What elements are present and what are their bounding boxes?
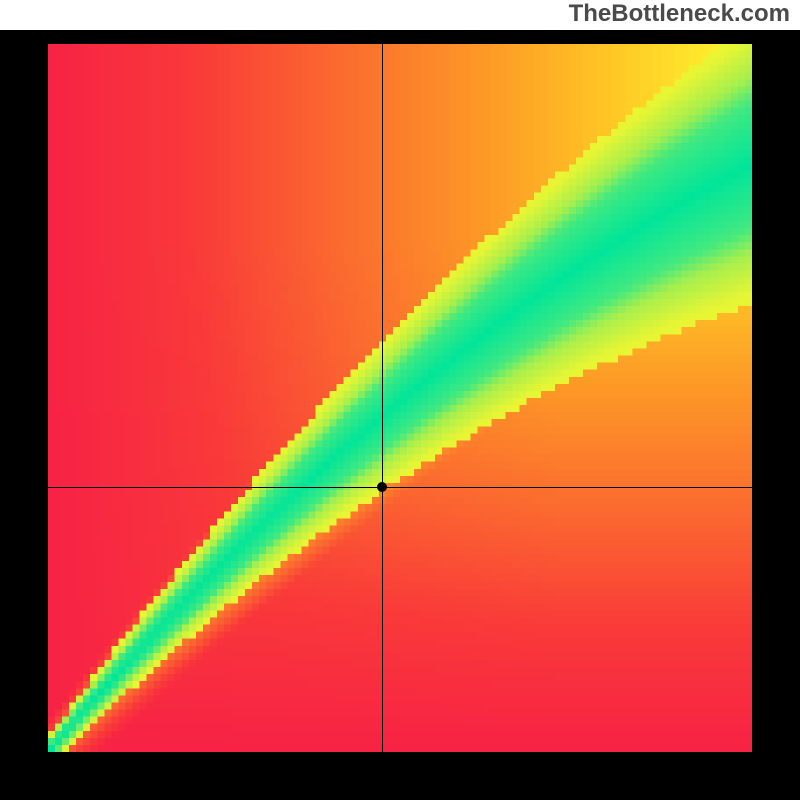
watermark-text: TheBottleneck.com	[569, 0, 790, 28]
chart-black-frame	[0, 30, 800, 800]
chart-root: TheBottleneck.com	[0, 0, 800, 800]
plot-area	[48, 44, 752, 752]
heatmap-canvas	[48, 44, 752, 752]
